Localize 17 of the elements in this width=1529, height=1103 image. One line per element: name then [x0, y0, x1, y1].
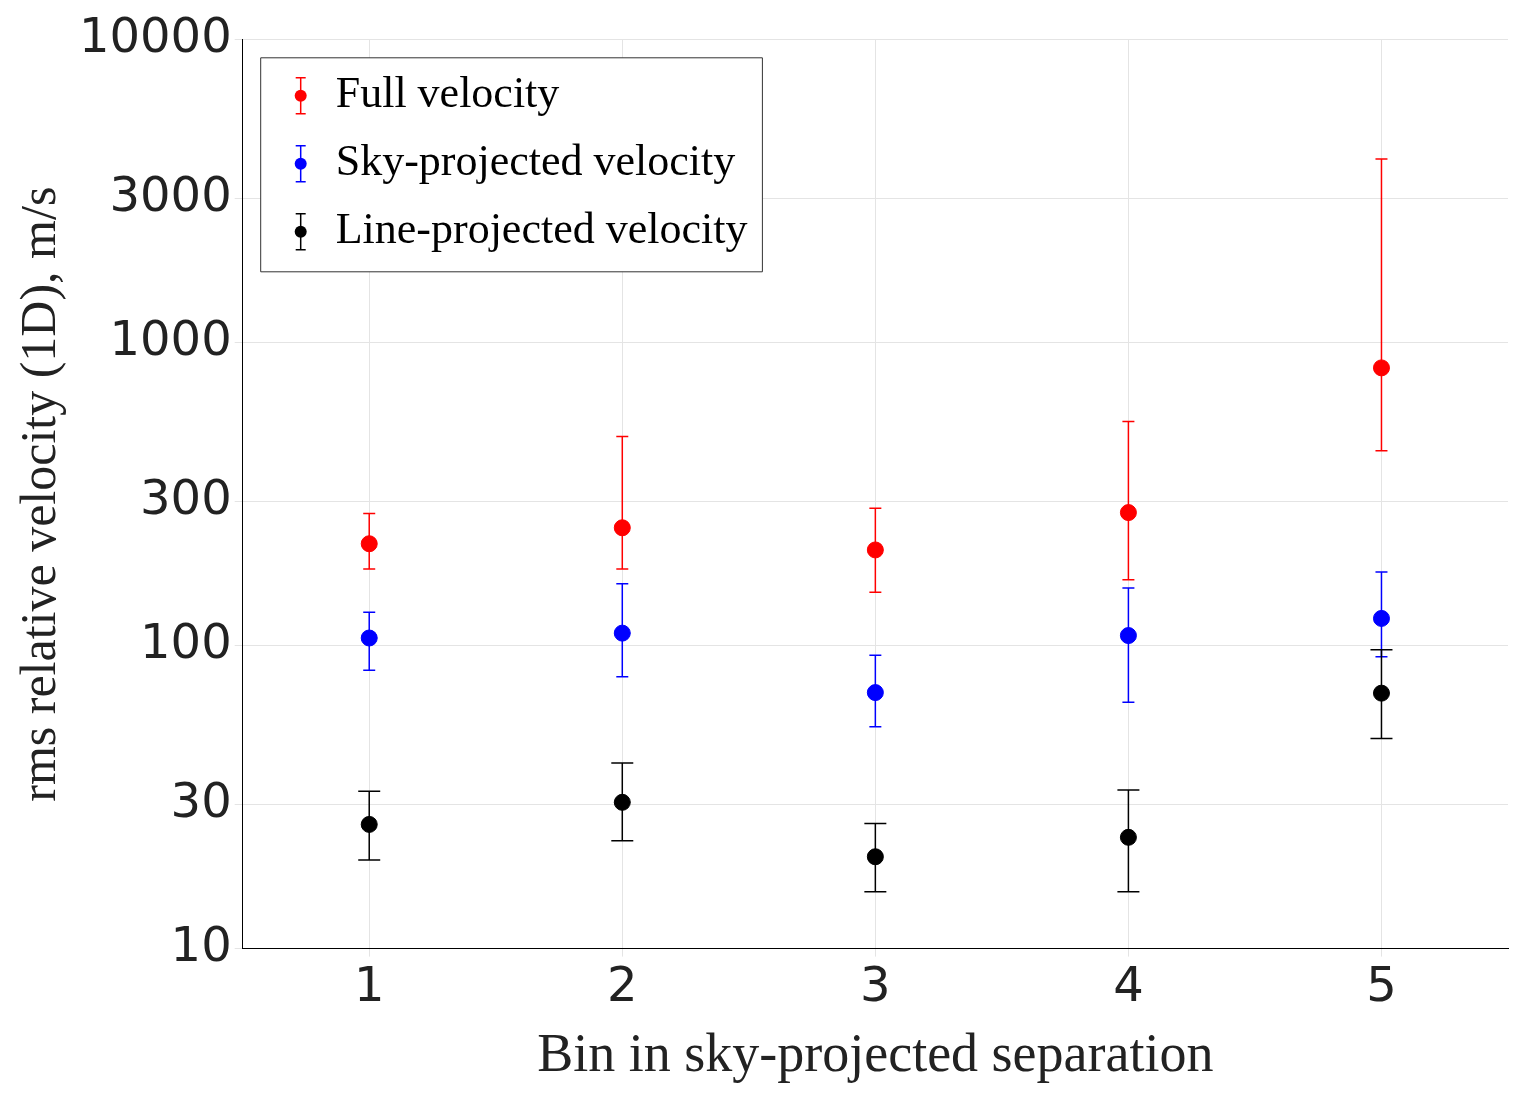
y-axis-title: rms relative velocity (1D), m/s	[10, 186, 67, 802]
x-tick-label: 1	[353, 955, 385, 1012]
x-tick-label: 2	[607, 955, 638, 1012]
y-tick-label: 30	[170, 771, 232, 828]
legend-label: Sky-projected velocity	[335, 136, 736, 186]
y-tick-label: 10000	[78, 7, 232, 64]
y-tick-label: 300	[140, 468, 232, 525]
x-tick-label: 4	[1113, 955, 1144, 1012]
legend-label: Full velocity	[335, 68, 560, 118]
y-tick-label: 10	[170, 916, 232, 973]
x-tick-label: 5	[1366, 955, 1397, 1012]
legend-label: Line-projected velocity	[335, 204, 748, 254]
x-tick-label: 3	[860, 955, 891, 1012]
x-axis-title: Bin in sky-projected separation	[537, 1022, 1214, 1083]
y-tick-label: 1000	[109, 310, 232, 367]
y-tick-label: 100	[140, 613, 232, 670]
y-tick-label: 3000	[109, 165, 232, 222]
